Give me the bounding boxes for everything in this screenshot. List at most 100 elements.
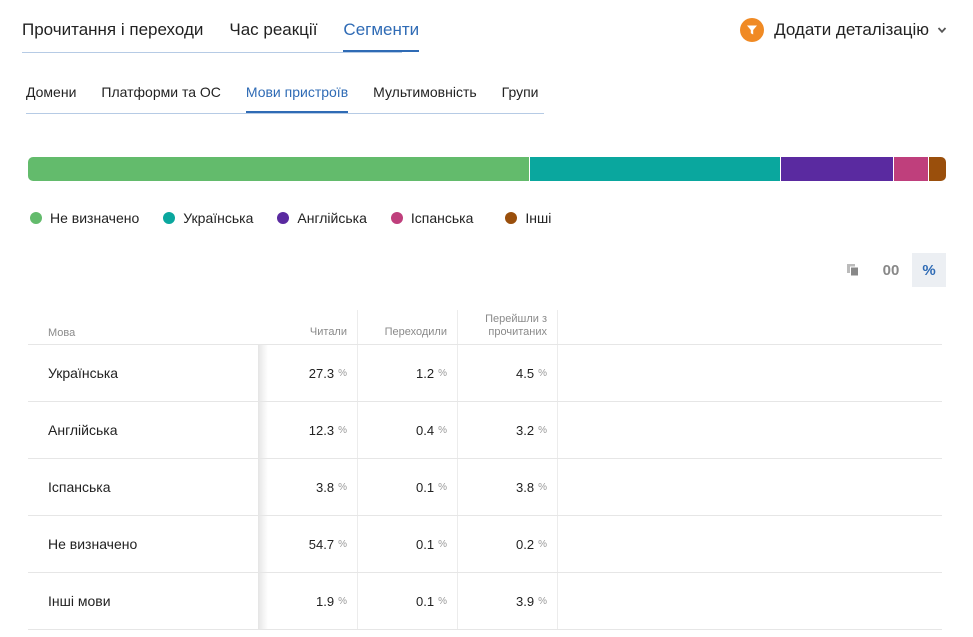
sub-tabs-divider <box>26 113 544 114</box>
cell-language: Українська <box>48 365 119 381</box>
header-read[interactable]: Читали <box>258 310 358 344</box>
percent-sign: % <box>538 538 547 550</box>
tab-reaction-time[interactable]: Час реакції <box>229 20 318 39</box>
bar-segment-4[interactable] <box>928 157 946 181</box>
header-language[interactable]: Мова <box>48 327 76 339</box>
cell-language: Не визначено <box>48 536 138 552</box>
percent-sign: % <box>338 367 347 379</box>
legend-item-undefined: Не визначено <box>30 210 139 226</box>
legend-label: Українська <box>183 210 254 226</box>
funnel-icon <box>740 18 765 42</box>
copy-button[interactable] <box>836 253 870 287</box>
subtab-multilanguage[interactable]: Мультимовність <box>373 84 477 100</box>
table-row: Інші мови 1.9% 0.1% 3.9% <box>28 573 942 630</box>
value: 0.1 <box>416 536 435 552</box>
header-clicked[interactable]: Переходили <box>358 310 458 344</box>
cell-read: 1.9% <box>258 573 358 629</box>
tab-segments[interactable]: Сегменти <box>343 0 419 52</box>
cell-read: 3.8% <box>258 459 358 515</box>
cell-read: 27.3% <box>258 345 358 401</box>
value: 54.7 <box>308 536 335 552</box>
value: 1.2 <box>416 365 435 381</box>
percent-sign: % <box>438 367 447 379</box>
cell-conversion: 0.2% <box>458 516 558 572</box>
value: 4.5 <box>516 365 535 381</box>
cell-language: Іспанська <box>48 479 111 495</box>
top-tabs: Прочитання і переходи Час реакції Сегмен… <box>22 0 445 54</box>
legend-dot <box>30 212 42 224</box>
legend-dot <box>505 212 518 224</box>
value: 27.3 <box>308 365 335 381</box>
value: 3.2 <box>516 422 535 438</box>
add-detail-button[interactable]: Додати деталізацію <box>740 18 947 42</box>
cell-conversion: 3.9% <box>458 573 558 629</box>
percent-sign: % <box>538 595 547 607</box>
percent-sign: % <box>338 481 347 493</box>
bar-segment-3[interactable] <box>893 157 929 181</box>
legend-label: Не визначено <box>50 210 140 226</box>
header-conversion[interactable]: Перейшли з прочитаних <box>458 310 558 344</box>
cell-read: 12.3% <box>258 402 358 458</box>
cell-conversion: 3.8% <box>458 459 558 515</box>
value: 12.3 <box>308 422 335 438</box>
percent-sign: % <box>338 538 347 550</box>
legend-item-spanish: Іспанська <box>390 210 474 226</box>
value: 3.9 <box>516 593 535 609</box>
percent-sign: % <box>438 538 447 550</box>
copy-icon <box>847 264 859 277</box>
legend-label: Англійська <box>297 210 367 226</box>
value: 3.8 <box>516 479 535 495</box>
value: 1.9 <box>316 593 335 609</box>
percent-sign: % <box>538 481 547 493</box>
percent-sign: % <box>438 595 447 607</box>
subtab-domains[interactable]: Домени <box>26 84 77 100</box>
legend-dot <box>163 212 176 224</box>
cell-clicked: 0.1% <box>358 573 458 629</box>
legend-label: Інші <box>525 210 552 226</box>
subtab-groups[interactable]: Групи <box>501 84 539 100</box>
percent-sign: % <box>438 424 447 436</box>
bar-segment-2[interactable] <box>780 157 894 181</box>
cell-conversion: 3.2% <box>458 402 558 458</box>
cell-language: Інші мови <box>48 593 111 609</box>
view-toolbar: 00 % <box>832 253 946 287</box>
cell-clicked: 0.4% <box>358 402 458 458</box>
table-row: Не визначено 54.7% 0.1% 0.2% <box>28 516 942 573</box>
language-table: Мова Читали Переходили Перейшли з прочит… <box>28 310 942 630</box>
legend-item-other: Інші <box>505 210 551 226</box>
table-row: Іспанська 3.8% 0.1% 3.8% <box>28 459 942 516</box>
percent-sign: % <box>338 424 347 436</box>
legend-item-english: Англійська <box>277 210 367 226</box>
cell-read: 54.7% <box>258 516 358 572</box>
language-share-bar <box>28 157 946 181</box>
cell-clicked: 0.1% <box>358 459 458 515</box>
legend-item-ukrainian: Українська <box>163 210 253 226</box>
cell-clicked: 0.1% <box>358 516 458 572</box>
cell-conversion: 4.5% <box>458 345 558 401</box>
value: 0.1 <box>416 479 435 495</box>
value: 0.1 <box>416 593 435 609</box>
add-detail-label: Додати деталізацію <box>774 20 929 39</box>
absolute-values-button[interactable]: 00 <box>882 261 900 279</box>
table-row: Українська 27.3% 1.2% 4.5% <box>28 345 942 402</box>
percent-values-button[interactable]: % <box>912 253 946 287</box>
top-tabs-divider <box>22 52 402 53</box>
percent-sign: % <box>538 367 547 379</box>
subtab-platforms[interactable]: Платформи та ОС <box>101 84 221 100</box>
cell-language: Англійська <box>48 422 118 438</box>
percent-sign: % <box>338 595 347 607</box>
sub-tabs: Домени Платформи та ОС Мови пристроїв Му… <box>26 76 563 113</box>
cell-clicked: 1.2% <box>358 345 458 401</box>
chevron-down-icon <box>937 27 947 34</box>
percent-sign: % <box>538 424 547 436</box>
legend-dot <box>390 212 403 224</box>
tab-reads-and-clicks[interactable]: Прочитання і переходи <box>22 20 204 39</box>
legend: Не визначено Українська Англійська Іспан… <box>30 210 575 226</box>
table-header: Мова Читали Переходили Перейшли з прочит… <box>28 310 942 345</box>
bar-segment-1[interactable] <box>530 157 781 181</box>
bar-segment-0[interactable] <box>28 157 531 181</box>
value: 0.2 <box>516 536 535 552</box>
legend-label: Іспанська <box>410 210 474 226</box>
subtab-device-languages[interactable]: Мови пристроїв <box>245 76 349 113</box>
percent-sign: % <box>438 481 447 493</box>
